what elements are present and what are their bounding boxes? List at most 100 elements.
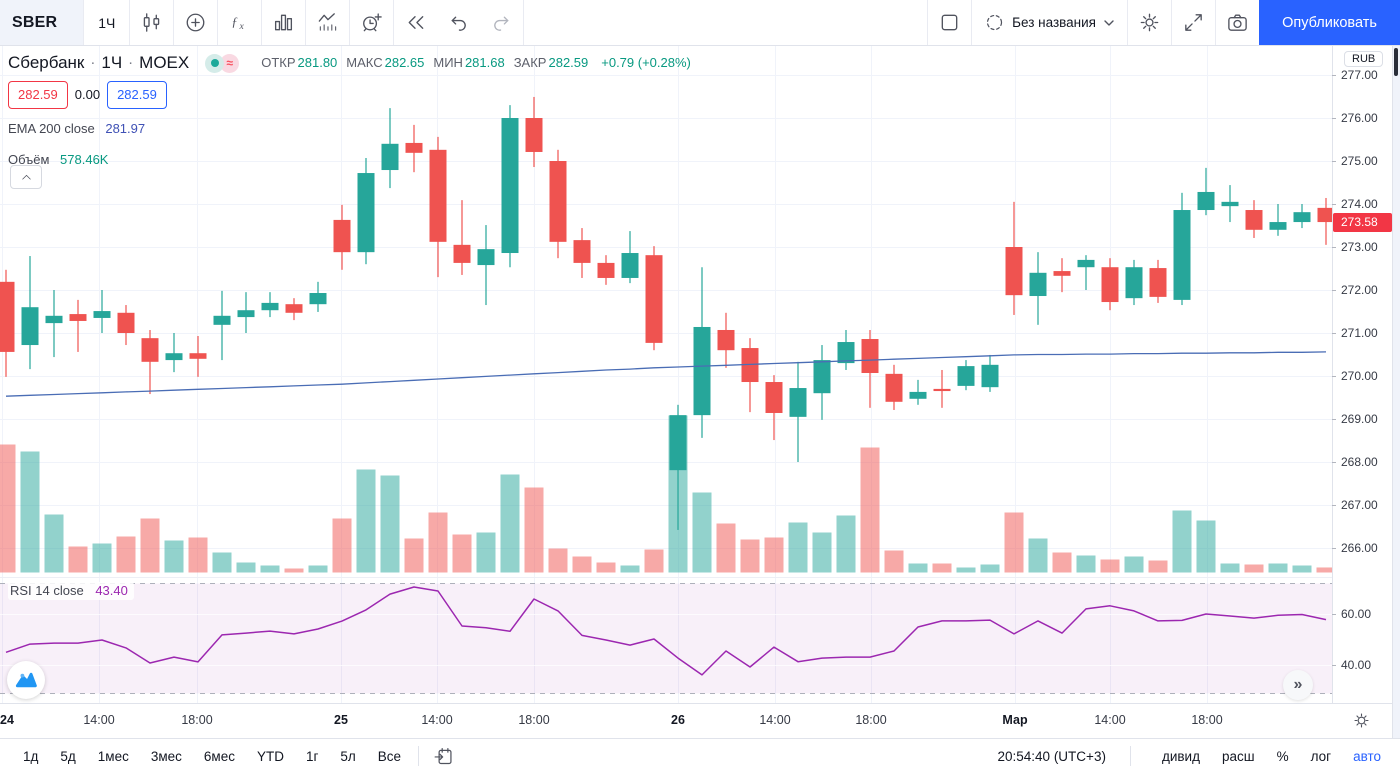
indicators-fx-icon: ƒ x [232, 14, 245, 32]
time-axis-label: 14:00 [1094, 713, 1126, 727]
divider [261, 0, 263, 45]
camera-icon [1228, 14, 1247, 31]
range-button-6мес[interactable]: 6мес [203, 748, 235, 764]
mode-button-%[interactable]: % [1276, 748, 1289, 764]
divider [349, 0, 351, 45]
divider [1129, 746, 1131, 766]
cloud-dashed-icon [987, 14, 1003, 31]
time-axis-label: 25 [334, 713, 348, 727]
range-button-5л[interactable]: 5л [340, 748, 356, 764]
rsi-axis-label: 60.00 [1341, 607, 1372, 621]
divider [927, 0, 929, 45]
volume-label: Объём [8, 152, 50, 167]
date-range-buttons: 1д 5д 1мес 3мес 6мес YTD 1г 5л Все [14, 746, 410, 767]
time-axis-label: 14:00 [421, 713, 453, 727]
alert-plus-icon [363, 13, 383, 32]
bar-chart-icon [275, 14, 293, 31]
time-axis-label: 14:00 [759, 713, 791, 727]
add-circle-icon [186, 13, 205, 32]
indicators-button[interactable]: ƒ x [218, 0, 262, 45]
layout-name-dropdown[interactable]: Без названия [972, 0, 1127, 45]
price-axis-label: 266.00 [1341, 541, 1378, 555]
price-axis-label: 270.00 [1341, 369, 1378, 383]
mode-button-дивид[interactable]: дивид [1161, 748, 1200, 764]
compare-add-button[interactable] [174, 0, 218, 45]
mode-button-лог[interactable]: лог [1310, 748, 1332, 764]
close-value: 282.59 [548, 55, 589, 70]
legend-title-row[interactable]: Сбербанк · 1Ч · MOEX ≈ ОТКР 281.80 МАКС … [8, 52, 691, 74]
rsi-legend[interactable]: RSI 14 close 43.40 [8, 582, 134, 600]
double-chevron-right-icon: » [1293, 676, 1303, 693]
range-button-3мес[interactable]: 3мес [150, 748, 182, 764]
indicator-templates-button[interactable] [306, 0, 350, 45]
mode-button-расш[interactable]: расш [1221, 748, 1255, 764]
price-axis-label: 271.00 [1341, 326, 1378, 340]
price-axis-label: 269.00 [1341, 412, 1378, 426]
candlestick-chart-icon [144, 13, 160, 32]
time-axis-label: 14:00 [83, 713, 115, 727]
price-axis[interactable]: RUB 277.00 276.00 275.00 274.00 273.00 272.00… [1333, 46, 1392, 703]
chart-settings-button[interactable] [1128, 0, 1171, 45]
volume-value: 578.46K [60, 152, 109, 167]
fundamentals-button[interactable] [262, 0, 306, 45]
price-axis-label: 274.00 [1341, 197, 1378, 211]
publish-button[interactable]: Опубликовать [1259, 0, 1400, 45]
time-axis-label: 18:00 [518, 713, 550, 727]
undo-button[interactable] [437, 0, 481, 45]
rsi-axis-label: 40.00 [1341, 658, 1372, 672]
bottom-toolbar: 1д 5д 1мес 3мес 6мес YTD 1г 5л Все 20:54:40 (UTC… [0, 738, 1400, 773]
rewind-icon [408, 16, 424, 29]
scrollbar-thumb[interactable] [1394, 48, 1398, 76]
expand-pane-button[interactable]: » [1283, 670, 1313, 700]
range-button-1д[interactable]: 1д [23, 748, 39, 764]
price-axis-label: 277.00 [1341, 68, 1378, 82]
approx-icon: ≈ [220, 53, 240, 73]
range-button-YTD[interactable]: YTD [256, 748, 284, 764]
volume-legend-row[interactable]: Объём 578.46K [8, 149, 691, 171]
currency-badge[interactable]: RUB [1344, 51, 1384, 67]
session-settings-button[interactable] [1352, 711, 1371, 733]
chart-style-button[interactable] [130, 0, 174, 45]
symbol-button[interactable]: SBER [0, 0, 84, 45]
tradingview-logo[interactable] [7, 661, 45, 699]
snapshot-button[interactable] [1216, 0, 1259, 45]
replay-button[interactable] [394, 0, 438, 45]
top-toolbar-left: SBER 1Ч ƒ x [0, 0, 525, 45]
goto-date-button[interactable] [427, 744, 460, 769]
buy-price-button[interactable]: 282.59 [107, 81, 167, 109]
alert-button[interactable] [350, 0, 394, 45]
divider [83, 0, 85, 45]
dot-separator: · [128, 54, 134, 71]
market-status-badge[interactable]: ≈ [205, 53, 240, 73]
range-button-Все[interactable]: Все [377, 748, 402, 764]
divider [523, 0, 525, 45]
time-axis[interactable]: 24 14:00 18:00 25 14:00 18:00 26 14:00 18:00 Мар 1… [0, 704, 1392, 738]
clock-timezone-button[interactable]: 20:54:40 (UTC+3) [997, 748, 1106, 764]
range-button-1г[interactable]: 1г [305, 748, 319, 764]
open-value: 281.80 [297, 55, 338, 70]
layout-select-button[interactable] [928, 0, 972, 45]
range-button-1мес[interactable]: 1мес [97, 748, 129, 764]
chevron-down-icon [1104, 19, 1114, 26]
ema-legend-row[interactable]: EMA 200 close 281.97 [8, 118, 691, 140]
time-axis-label: Мар [1002, 713, 1028, 727]
divider [1215, 0, 1216, 45]
divider [971, 0, 973, 45]
mountain-logo-icon [15, 672, 37, 688]
legend-collapse-button[interactable] [10, 165, 42, 189]
divider [393, 0, 395, 45]
sun-gear-icon [1354, 713, 1369, 728]
bull-dot-icon [205, 53, 225, 73]
chevron-up-icon [21, 174, 31, 180]
mode-button-авто[interactable]: авто [1353, 748, 1381, 764]
fullscreen-button[interactable] [1172, 0, 1215, 45]
divider [173, 0, 175, 45]
ema-value: 281.97 [105, 121, 146, 136]
sell-price-button[interactable]: 282.59 [8, 81, 68, 109]
redo-button[interactable] [480, 0, 524, 45]
settings-gear-icon [1140, 13, 1159, 32]
interval-button[interactable]: 1Ч [84, 0, 130, 45]
legend-symbol: Сбербанк [8, 53, 85, 72]
range-button-5д[interactable]: 5д [60, 748, 76, 764]
